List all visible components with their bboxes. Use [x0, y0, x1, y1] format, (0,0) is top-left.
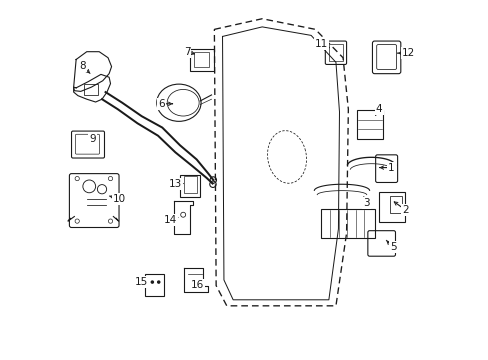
Text: 8: 8 — [79, 61, 85, 71]
Text: 6: 6 — [158, 99, 164, 109]
Text: 4: 4 — [375, 104, 382, 114]
Text: 15: 15 — [134, 277, 147, 287]
Text: 5: 5 — [389, 242, 396, 252]
Text: 11: 11 — [314, 39, 328, 49]
Circle shape — [157, 280, 160, 284]
Circle shape — [150, 280, 154, 284]
Text: 1: 1 — [387, 163, 394, 172]
Text: 9: 9 — [89, 134, 96, 144]
Text: 13: 13 — [168, 179, 182, 189]
Text: 3: 3 — [363, 198, 369, 208]
Text: 7: 7 — [183, 47, 190, 57]
Text: 14: 14 — [163, 215, 176, 225]
Text: 16: 16 — [191, 280, 204, 289]
Text: 2: 2 — [402, 205, 408, 215]
Text: 12: 12 — [401, 48, 414, 58]
Text: 10: 10 — [113, 194, 126, 204]
